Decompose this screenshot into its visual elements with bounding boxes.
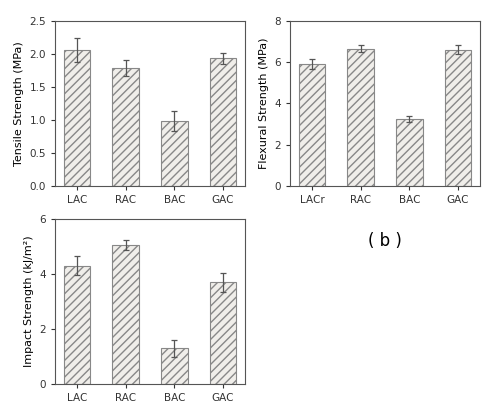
Y-axis label: Tensile Strength (MPa): Tensile Strength (MPa) <box>14 41 24 166</box>
Bar <box>210 282 236 384</box>
Bar <box>348 48 374 186</box>
Text: ( a ): ( a ) <box>133 232 167 250</box>
Bar <box>396 119 422 186</box>
Bar <box>444 50 471 186</box>
Bar <box>64 266 90 384</box>
Y-axis label: Flexural Strength (MPa): Flexural Strength (MPa) <box>259 38 269 169</box>
Text: ( b ): ( b ) <box>368 232 402 250</box>
Bar <box>112 245 139 384</box>
Bar <box>161 121 188 186</box>
Bar <box>210 58 236 186</box>
Bar <box>298 64 326 186</box>
Bar <box>112 68 139 186</box>
Y-axis label: Impact Strength (kJ/m²): Impact Strength (kJ/m²) <box>24 236 34 367</box>
Bar <box>161 348 188 384</box>
Bar <box>64 50 90 186</box>
